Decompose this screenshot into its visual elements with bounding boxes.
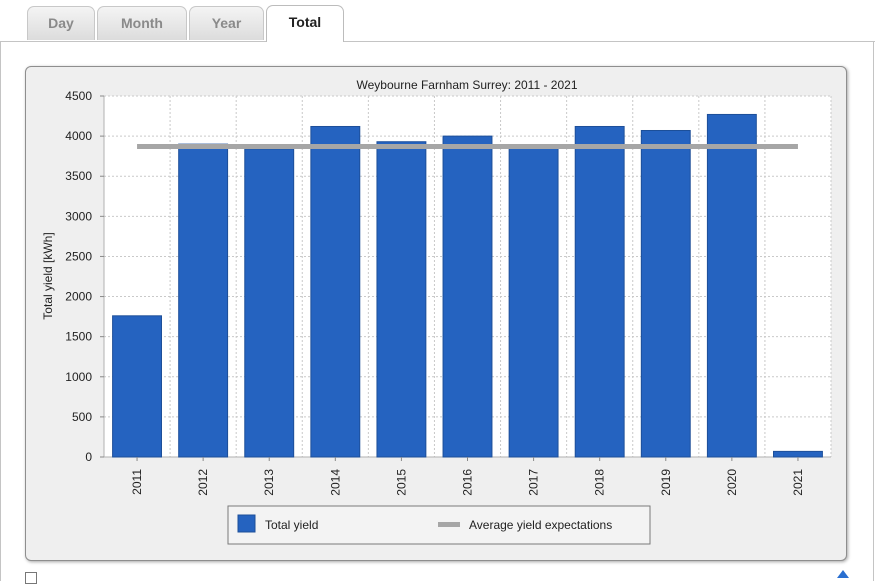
bar-2019: [640, 129, 691, 458]
bars: [112, 113, 823, 458]
x-tick-label: 2020: [725, 469, 739, 496]
content-frame: [0, 41, 874, 581]
scroll-up-icon[interactable]: [836, 569, 850, 579]
chart-title: Weybourne Farnham Surrey: 2011 - 2021: [356, 78, 577, 92]
legend-label-average-expectations: Average yield expectations: [469, 518, 612, 532]
checkbox[interactable]: [25, 572, 37, 584]
legend-swatch-total-yield: [237, 514, 256, 533]
x-tick-label: 2021: [791, 469, 805, 496]
x-tick-label: 2016: [461, 469, 475, 496]
x-tick-label: 2012: [196, 469, 210, 496]
tab-divider: [0, 41, 875, 42]
bar-2021: [773, 450, 823, 458]
bar-2014: [310, 125, 361, 458]
tab-total[interactable]: Total: [266, 5, 344, 42]
y-tick-labels: 0 500 1000 1500 2000 2500 3000 3500 4000 4500: [65, 89, 104, 464]
bar-2012: [178, 143, 229, 458]
x-tick-label: 2013: [262, 469, 276, 496]
bar-2017: [508, 146, 559, 458]
x-tick-label: 2015: [394, 469, 408, 496]
y-tick-label: 3500: [65, 169, 92, 183]
x-tick-label: 2018: [593, 469, 607, 496]
y-tick-label: 4000: [65, 129, 92, 143]
y-tick-label: 3000: [65, 209, 92, 223]
y-tick-label: 2500: [65, 249, 92, 263]
chart-view-tabs: Day Month Year Total: [0, 0, 875, 42]
tab-month[interactable]: Month: [97, 6, 187, 40]
y-tick-label: 4500: [65, 89, 92, 103]
y-tick-label: 1000: [65, 370, 92, 384]
bar-2018: [574, 125, 625, 458]
legend: Total yield Average yield expectations: [227, 505, 651, 545]
y-tick-label: 2000: [65, 290, 92, 304]
legend-swatch-average-expectations: [438, 522, 460, 527]
tab-year[interactable]: Year: [189, 6, 264, 40]
y-axis-label: Total yield [kWh]: [41, 232, 55, 319]
y-tick-label: 1500: [65, 330, 92, 344]
x-tick-labels: 2011 2012 2013 2014 2015 2016 2017 2018 2019 2020…: [130, 457, 805, 496]
tab-day[interactable]: Day: [27, 6, 95, 40]
y-tick-label: 0: [85, 450, 92, 464]
legend-label-total-yield: Total yield: [265, 518, 318, 532]
bar-2011: [112, 315, 162, 458]
bar-2016: [442, 135, 493, 458]
x-tick-label: 2014: [328, 469, 342, 496]
bar-2013: [244, 148, 295, 458]
x-tick-label: 2019: [659, 469, 673, 496]
x-tick-label: 2017: [527, 469, 541, 496]
y-tick-label: 500: [72, 410, 92, 424]
bar-2020: [706, 113, 757, 458]
x-tick-label: 2011: [130, 469, 144, 495]
bar-2015: [376, 141, 427, 458]
